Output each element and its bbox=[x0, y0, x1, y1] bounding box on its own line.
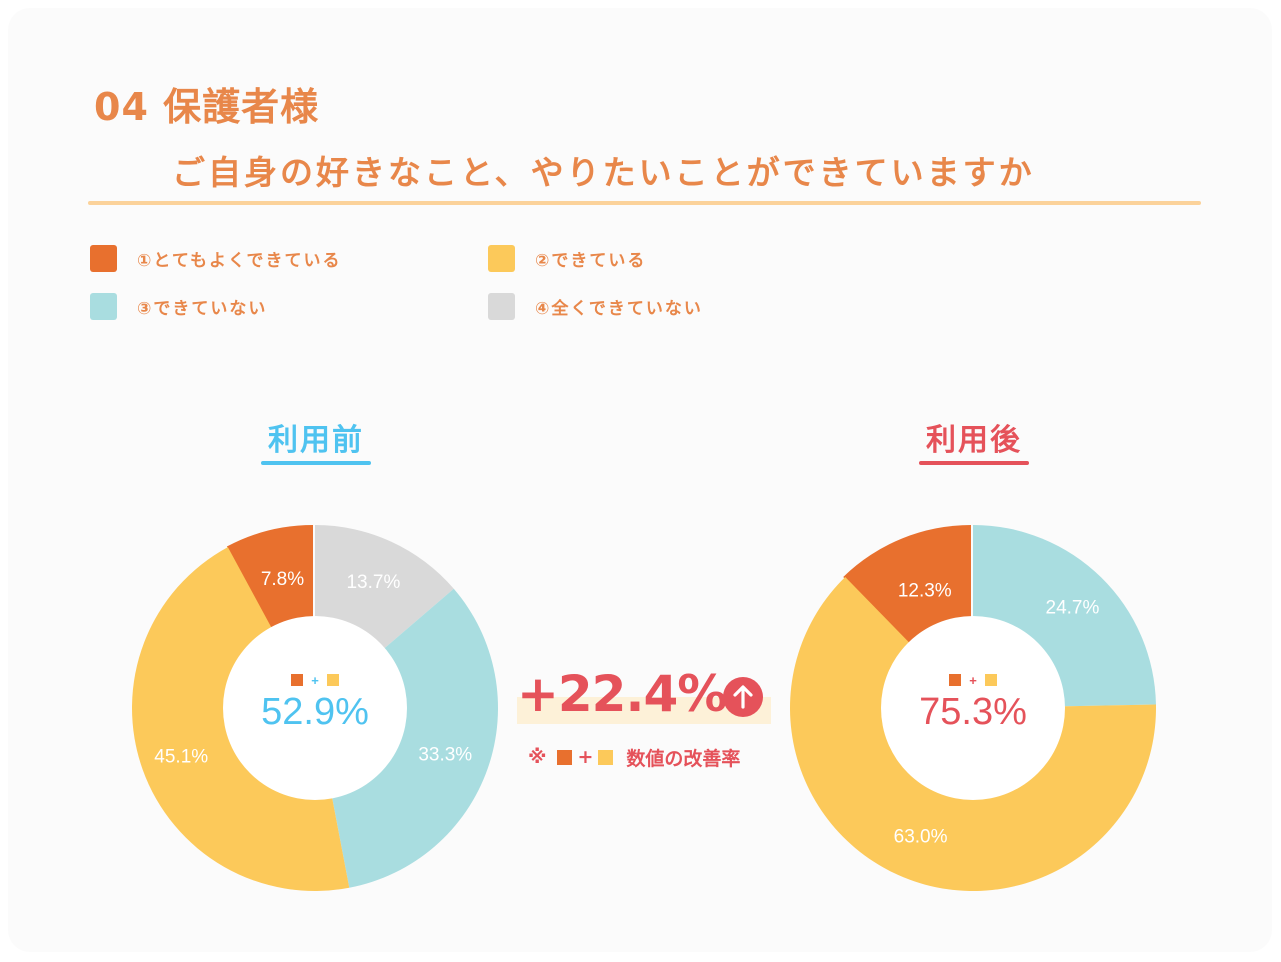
center-plus: + bbox=[311, 673, 319, 688]
arrow-up-icon bbox=[723, 677, 763, 717]
legend-label: ①とてもよくできている bbox=[137, 250, 342, 271]
legend-item-4: ④全くできていない bbox=[488, 292, 703, 320]
slice-value-label: 12.3% bbox=[898, 580, 952, 601]
improvement-note: ※ + 数値の改善率 bbox=[528, 744, 740, 770]
after-title-underline bbox=[919, 461, 1029, 465]
legend-item-2: ②できている bbox=[488, 244, 646, 272]
center-swatch-1 bbox=[949, 674, 961, 686]
slice-value-label: 33.3% bbox=[418, 745, 472, 766]
slice-value-label: 45.1% bbox=[154, 747, 208, 768]
legend-label: ④全くできていない bbox=[535, 298, 703, 319]
donut-hole bbox=[223, 616, 407, 800]
center-legend: + bbox=[949, 673, 997, 688]
donut-slice bbox=[315, 588, 498, 888]
legend-label: ③できていない bbox=[137, 298, 268, 319]
legend-label: ②できている bbox=[535, 250, 647, 271]
note-swatch-2 bbox=[598, 749, 614, 765]
after-donut-chart: 12.3% 24.7% 63.0% +75.3% bbox=[790, 525, 1156, 891]
before-donut-chart: 7.8% 13.7% 33.3% 45.1% +52.9% bbox=[132, 525, 498, 891]
slice-value-label: 63.0% bbox=[894, 827, 948, 848]
center-value: 75.3% bbox=[919, 691, 1027, 733]
center-swatch-1 bbox=[291, 674, 303, 686]
legend-swatch bbox=[90, 244, 117, 272]
legend-swatch bbox=[488, 292, 515, 320]
before-title-underline bbox=[261, 461, 371, 465]
legend-swatch bbox=[488, 244, 515, 272]
center-legend: + bbox=[291, 673, 339, 688]
title-divider bbox=[88, 201, 1201, 205]
legend-item-3: ③できていない bbox=[90, 292, 267, 320]
slice-value-label: 24.7% bbox=[1046, 598, 1100, 619]
note-prefix: ※ bbox=[528, 746, 547, 768]
center-swatch-2 bbox=[327, 674, 339, 686]
legend-item-1: ①とてもよくできている bbox=[90, 244, 342, 272]
legend-swatch bbox=[90, 292, 117, 320]
question-title: ご自身の好きなこと、やりたいことができていますか bbox=[172, 153, 1035, 192]
section-title: 04 保護者様 bbox=[94, 85, 320, 129]
center-swatch-2 bbox=[985, 674, 997, 686]
center-value: 52.9% bbox=[261, 691, 369, 733]
improvement-delta: +22.4% bbox=[517, 665, 727, 723]
before-chart-title: 利用前 bbox=[268, 423, 364, 458]
note-swatch-1 bbox=[557, 749, 573, 765]
slice-value-label: 7.8% bbox=[261, 569, 304, 590]
note-text: 数値の改善率 bbox=[626, 747, 741, 770]
note-plus: + bbox=[577, 746, 594, 768]
donut-hole bbox=[881, 616, 1065, 800]
slice-value-label: 13.7% bbox=[346, 572, 400, 593]
after-chart-title: 利用後 bbox=[926, 423, 1022, 458]
center-plus: + bbox=[969, 673, 977, 688]
